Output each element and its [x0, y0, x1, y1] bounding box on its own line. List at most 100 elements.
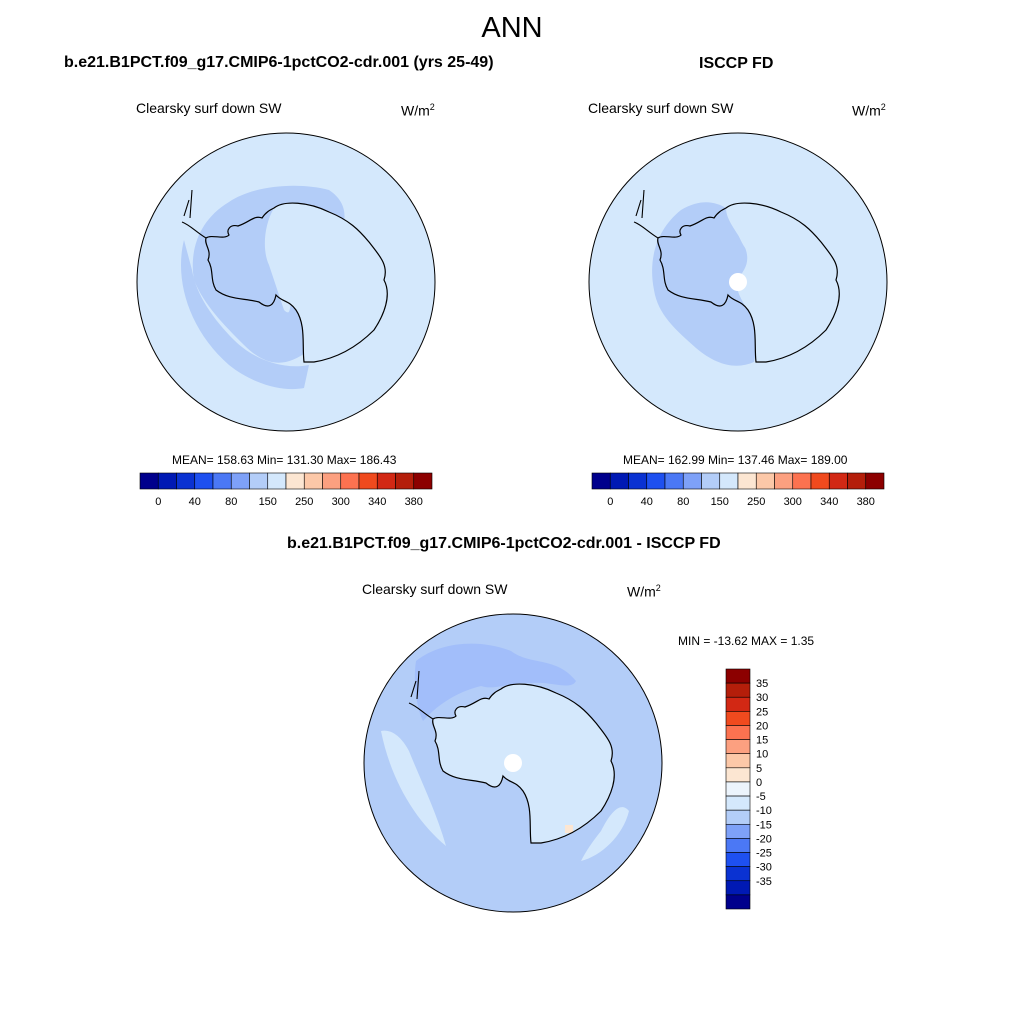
panel-2-units: W/m2: [852, 102, 886, 119]
colorbar-tick-label: 0: [607, 496, 613, 508]
colorbar-tick-label: 25: [756, 706, 768, 718]
panel-1-colorbar-boxes: [139, 472, 433, 490]
colorbar-box: [267, 472, 287, 490]
colorbar-tick-label: 5: [756, 763, 762, 775]
panel-3-darker-band: [414, 643, 576, 721]
panel-2-colorbar-ticks: 0 40 80 150 250 300 340 380: [607, 496, 875, 508]
panel-3-antarctica-outline: [432, 683, 615, 844]
colorbar-box: [395, 472, 415, 490]
panel-3-positive-patch: [565, 825, 573, 833]
panel-2-land-interior: [726, 203, 840, 362]
colorbar-tick-label: -15: [756, 819, 772, 831]
colorbar-tick-label: 150: [259, 496, 277, 508]
colorbar-box: [725, 696, 751, 712]
colorbar-tick-label: 250: [747, 496, 765, 508]
colorbar-box: [725, 668, 751, 684]
panel-3-colorbar-ticks: 35 30 25 20 15 10 5 0 -5 -10 -15 -20 -25 -30 -35: [756, 678, 772, 888]
panel-3-colorbar-boxes: [725, 668, 751, 910]
colorbar-box: [139, 472, 159, 490]
colorbar-tick-label: 300: [332, 496, 350, 508]
panel-3-pole-hole: [504, 754, 522, 772]
colorbar-box: [157, 472, 177, 490]
panel-2-antarctica-outline: [657, 202, 840, 363]
panel-1-colorbar: 0 40 80 150 250 300 340 380: [139, 472, 433, 508]
colorbar-box: [628, 472, 648, 490]
panel-1-low-band-2: [181, 240, 309, 390]
colorbar-tick-label: 35: [756, 678, 768, 690]
colorbar-tick-label: -20: [756, 833, 772, 845]
colorbar-box: [774, 472, 794, 490]
panel-3-variable-label: Clearsky surf down SW: [362, 581, 508, 597]
colorbar-box: [725, 795, 751, 811]
colorbar-box: [725, 711, 751, 726]
panel-3-map-border: [363, 613, 663, 913]
panel-3-land-interior: [432, 684, 615, 843]
colorbar-box: [810, 472, 830, 490]
panel-2-low-band: [652, 202, 771, 366]
panel-3-polar-map: [363, 613, 663, 913]
colorbar-tick-label: -5: [756, 791, 766, 803]
colorbar-tick-label: -10: [756, 805, 772, 817]
colorbar-box: [755, 472, 775, 490]
panel-2-stats: MEAN= 162.99 Min= 137.46 Max= 189.00: [623, 453, 848, 467]
colorbar-box: [285, 472, 305, 490]
colorbar-tick-label: 0: [155, 496, 161, 508]
colorbar-box: [725, 880, 751, 896]
colorbar-box: [701, 472, 721, 490]
panel-3-peninsula-outline: [408, 670, 434, 720]
colorbar-tick-label: 380: [857, 496, 875, 508]
colorbar-box: [230, 472, 250, 490]
panel-1-title: b.e21.B1PCT.f09_g17.CMIP6-1pctCO2-cdr.00…: [64, 54, 494, 71]
colorbar-box: [376, 472, 396, 490]
colorbar-box: [664, 472, 684, 490]
panel-3-light-patch-west: [381, 730, 446, 846]
panel-1-polar-map: [136, 132, 436, 432]
colorbar-box: [792, 472, 812, 490]
colorbar-tick-label: 300: [784, 496, 802, 508]
colorbar-box: [725, 852, 751, 867]
panel-2-peninsula-outline: [633, 189, 659, 239]
panel-1-peninsula-outline: [181, 189, 207, 239]
colorbar-box: [725, 809, 751, 825]
panel-1-map-border: [136, 132, 436, 432]
colorbar-tick-label: 80: [677, 496, 689, 508]
colorbar-box: [303, 472, 323, 490]
colorbar-box: [322, 472, 342, 490]
colorbar-box: [212, 472, 232, 490]
panel-3-min-max: MIN = -13.62 MAX = 1.35: [678, 634, 815, 648]
colorbar-box: [828, 472, 848, 490]
colorbar-box: [249, 472, 269, 490]
colorbar-tick-label: 380: [405, 496, 423, 508]
colorbar-box: [646, 472, 666, 490]
colorbar-tick-label: 150: [711, 496, 729, 508]
colorbar-box: [358, 472, 378, 490]
panel-1-variable-label: Clearsky surf down SW: [136, 100, 282, 116]
colorbar-tick-label: 0: [756, 777, 762, 789]
colorbar-box: [725, 866, 751, 882]
colorbar-tick-label: 20: [756, 720, 768, 732]
colorbar-tick-label: 30: [756, 692, 768, 704]
colorbar-tick-label: 80: [225, 496, 237, 508]
colorbar-tick-label: 40: [641, 496, 653, 508]
colorbar-box: [340, 472, 360, 490]
colorbar-tick-label: -25: [756, 848, 772, 860]
colorbar-box: [725, 682, 751, 698]
panel-2-title: ISCCP FD: [699, 55, 774, 72]
panel-3-colorbar: 35 30 25 20 15 10 5 0 -5 -10 -15 -20 -25 -30 -35: [725, 668, 772, 910]
colorbar-box: [725, 725, 751, 740]
colorbar-box: [725, 767, 751, 783]
colorbar-box: [413, 472, 433, 490]
colorbar-tick-label: 15: [756, 735, 768, 747]
figure-title: ANN: [481, 12, 543, 44]
panel-2-pole-hole: [729, 273, 747, 291]
colorbar-box: [194, 472, 214, 490]
panel-2-variable-label: Clearsky surf down SW: [588, 100, 734, 116]
panel-3-light-patch-east: [581, 807, 629, 861]
colorbar-box: [725, 823, 751, 839]
colorbar-tick-label: -30: [756, 862, 772, 874]
panel-2-map-border: [588, 132, 888, 432]
colorbar-tick-label: 340: [820, 496, 838, 508]
panel-2-colorbar: 0 40 80 150 250 300 340 380: [591, 472, 885, 508]
colorbar-box: [725, 838, 751, 853]
colorbar-tick-label: 40: [189, 496, 201, 508]
